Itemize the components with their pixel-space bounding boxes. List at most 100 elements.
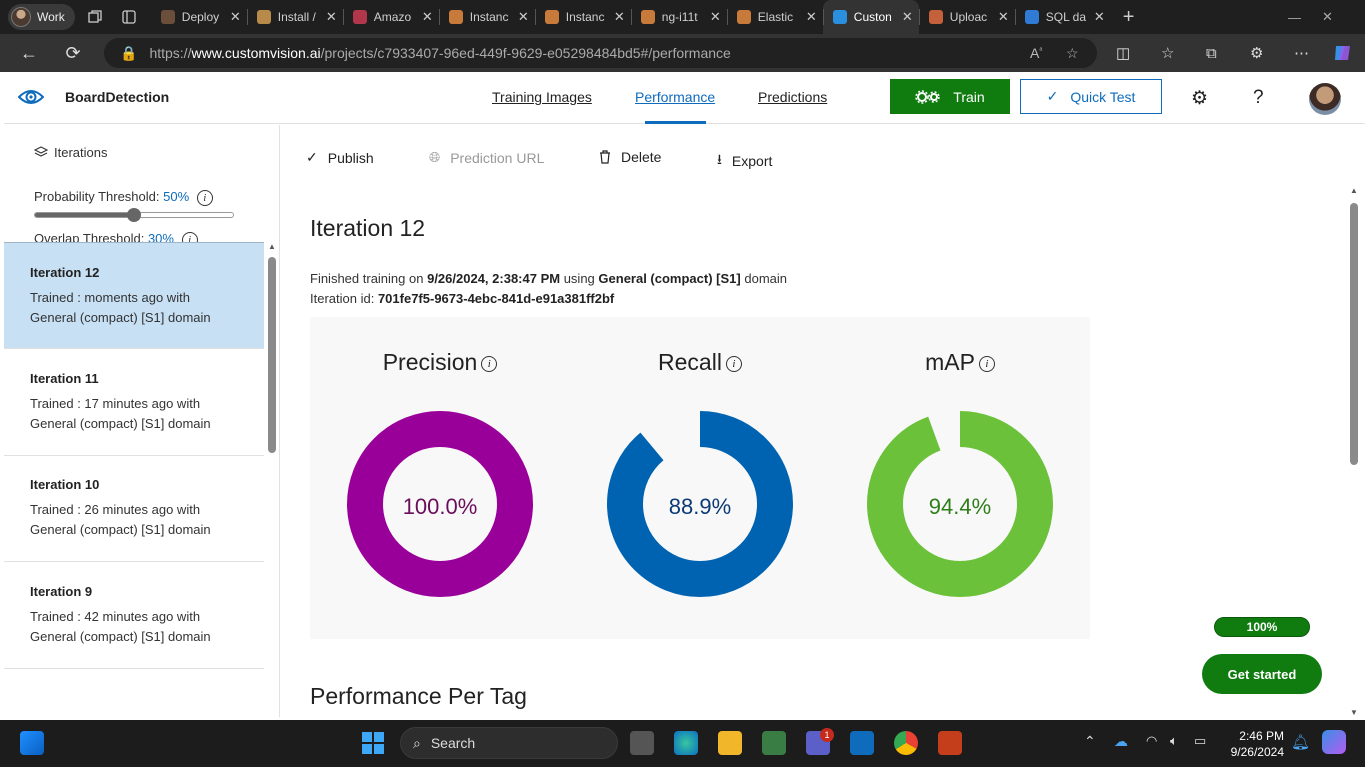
info-icon[interactable]: i xyxy=(481,355,498,372)
read-aloud-icon[interactable]: Aᵃ xyxy=(1030,45,1043,61)
main-scrollbar[interactable]: ▲ ▼ xyxy=(1349,187,1359,717)
help-button[interactable]: ? xyxy=(1253,87,1264,108)
browser-tab[interactable]: SQL da ✕ xyxy=(1014,0,1111,34)
probability-slider-knob[interactable] xyxy=(127,208,141,222)
extensions-icon[interactable]: ⚙ xyxy=(1250,45,1264,62)
file-explorer-icon[interactable] xyxy=(718,731,742,755)
layers-icon xyxy=(34,145,48,157)
train-button[interactable]: Train xyxy=(890,79,1010,114)
publish-label: Publish xyxy=(327,149,374,166)
refresh-button[interactable]: ⟳ xyxy=(65,42,81,63)
browser-tab[interactable]: Install / ✕ xyxy=(246,0,343,34)
nav-training-images[interactable]: Training Images xyxy=(492,89,592,105)
tab-close-icon[interactable]: ✕ xyxy=(325,9,337,24)
info-icon[interactable]: i xyxy=(978,355,995,372)
tab-close-icon[interactable]: ✕ xyxy=(229,9,241,24)
widgets-icon[interactable] xyxy=(20,731,44,755)
tab-close-icon[interactable]: ✕ xyxy=(901,9,913,24)
scroll-up-arrow[interactable]: ▲ xyxy=(1350,186,1358,195)
prediction-url-button[interactable]: 🌐︎ Prediction URL xyxy=(429,149,544,166)
iteration-item[interactable]: Iteration 9 Trained : 42 minutes ago with… xyxy=(4,562,264,669)
browser-tab[interactable]: Elastic ✕ xyxy=(726,0,823,34)
export-button[interactable]: ⭳ Export xyxy=(717,149,772,173)
collections-icon[interactable]: ⧉ xyxy=(1206,44,1217,62)
tab-actions-icon[interactable] xyxy=(115,3,143,31)
copilot-taskbar-icon[interactable] xyxy=(1322,730,1346,754)
probability-slider[interactable] xyxy=(34,208,234,222)
notification-bell-icon[interactable]: 🔔︎ xyxy=(1291,734,1311,751)
search-icon: ⌕ xyxy=(413,734,421,751)
favorites-icon[interactable]: ☆ xyxy=(1161,45,1175,62)
browser-tab[interactable]: Instanc ✕ xyxy=(438,0,535,34)
tab-close-icon[interactable]: ✕ xyxy=(421,9,433,24)
back-button[interactable]: ← xyxy=(20,42,38,63)
browser-tab[interactable]: ng-i11t ✕ xyxy=(630,0,727,34)
windows-taskbar: ⌕ Search 1 ⌃ ☁ ◠ 🔈︎ ▭ 2:46 PM 9/26/2024 … xyxy=(0,720,1365,767)
minimize-button[interactable]: — xyxy=(1288,9,1301,25)
info-icon[interactable]: i xyxy=(725,355,742,372)
sheets-app-icon[interactable] xyxy=(762,731,786,755)
tab-close-icon[interactable]: ✕ xyxy=(709,9,721,24)
iteration-item[interactable]: Iteration 12 Trained : moments ago with Ge… xyxy=(4,242,264,349)
url-field[interactable]: 🔒 https://www.customvision.ai/projects/c… xyxy=(104,38,1097,68)
workspaces-icon[interactable] xyxy=(81,3,109,31)
outlook-icon[interactable] xyxy=(850,731,874,755)
iteration-id-label: Iteration id: xyxy=(310,291,375,306)
sidebar-scrollbar[interactable]: ▲ ▼ xyxy=(267,243,277,717)
nav-performance[interactable]: Performance xyxy=(635,89,716,105)
checkmark-icon: ✓ xyxy=(1046,88,1059,104)
browser-tab[interactable]: Deploy ✕ xyxy=(151,0,247,34)
iteration-item[interactable]: Iteration 10 Trained : 26 minutes ago wit… xyxy=(4,455,264,562)
clock[interactable]: 2:46 PM 9/26/2024 xyxy=(1226,728,1284,760)
edge-icon[interactable] xyxy=(674,731,698,755)
settings-gear-icon[interactable]: ⚙ xyxy=(1191,88,1209,109)
tab-favicon xyxy=(160,10,175,24)
tab-title: Amazo xyxy=(373,10,412,24)
taskbar-search[interactable]: ⌕ Search xyxy=(400,727,618,759)
tab-close-icon[interactable]: ✕ xyxy=(1093,9,1105,24)
wifi-icon[interactable]: ◠ xyxy=(1146,733,1158,748)
browser-tab[interactable]: Uploac ✕ xyxy=(918,0,1015,34)
chevron-up-icon[interactable]: ⌃ xyxy=(1084,733,1096,749)
tab-close-icon[interactable]: ✕ xyxy=(997,9,1009,24)
chrome-icon[interactable] xyxy=(894,731,918,755)
powerpoint-icon[interactable] xyxy=(938,731,962,755)
new-tab-button[interactable]: + xyxy=(1122,5,1135,28)
browser-tab[interactable]: Amazo ✕ xyxy=(342,0,439,34)
copilot-icon[interactable] xyxy=(1332,34,1354,72)
info-icon[interactable]: i xyxy=(196,189,213,206)
quick-test-button[interactable]: ✓ Quick Test xyxy=(1020,79,1162,114)
close-window-button[interactable]: ✕ xyxy=(1322,9,1333,24)
get-started-button[interactable]: Get started xyxy=(1202,654,1322,694)
start-windows-icon[interactable] xyxy=(361,731,385,755)
tab-title: Deploy xyxy=(181,10,220,24)
tab-close-icon[interactable]: ✕ xyxy=(613,9,625,24)
publish-button[interactable]: ✓ Publish xyxy=(306,149,374,166)
scroll-thumb[interactable] xyxy=(1350,203,1358,465)
nav-predictions[interactable]: Predictions xyxy=(758,89,828,105)
user-avatar[interactable] xyxy=(1309,83,1341,115)
split-screen-icon[interactable]: ◫ xyxy=(1116,45,1131,62)
iteration-item[interactable]: Iteration 11 Trained : 17 minutes ago wit… xyxy=(4,349,264,456)
scroll-thumb[interactable] xyxy=(268,257,276,453)
scroll-up-arrow[interactable]: ▲ xyxy=(268,242,276,251)
favorite-star-icon[interactable]: ☆ xyxy=(1066,44,1079,61)
scroll-down-arrow[interactable]: ▼ xyxy=(1350,708,1358,717)
onedrive-icon[interactable]: ☁ xyxy=(1114,733,1128,749)
train-label: Train xyxy=(953,88,985,105)
delete-button[interactable]: Delete xyxy=(599,149,661,165)
probability-slider-fill xyxy=(35,213,134,217)
profile-button[interactable]: Work xyxy=(8,4,75,30)
tab-close-icon[interactable]: ✕ xyxy=(805,9,817,24)
more-menu-icon[interactable]: ⋯ xyxy=(1294,45,1309,62)
browser-tab[interactable]: Custon ✕ xyxy=(822,0,919,34)
donut-arc xyxy=(607,411,793,597)
battery-icon[interactable]: ▭ xyxy=(1194,733,1207,748)
custom-vision-eye-icon[interactable] xyxy=(18,86,44,108)
iteration-domain-text: General (compact) [S1] domain xyxy=(30,522,211,537)
volume-icon[interactable]: 🔈︎ xyxy=(1170,733,1178,748)
tab-close-icon[interactable]: ✕ xyxy=(517,9,529,24)
browser-tab[interactable]: Instanc ✕ xyxy=(534,0,631,34)
task-view-icon[interactable] xyxy=(630,731,654,755)
iteration-name: Iteration 9 xyxy=(30,584,93,599)
